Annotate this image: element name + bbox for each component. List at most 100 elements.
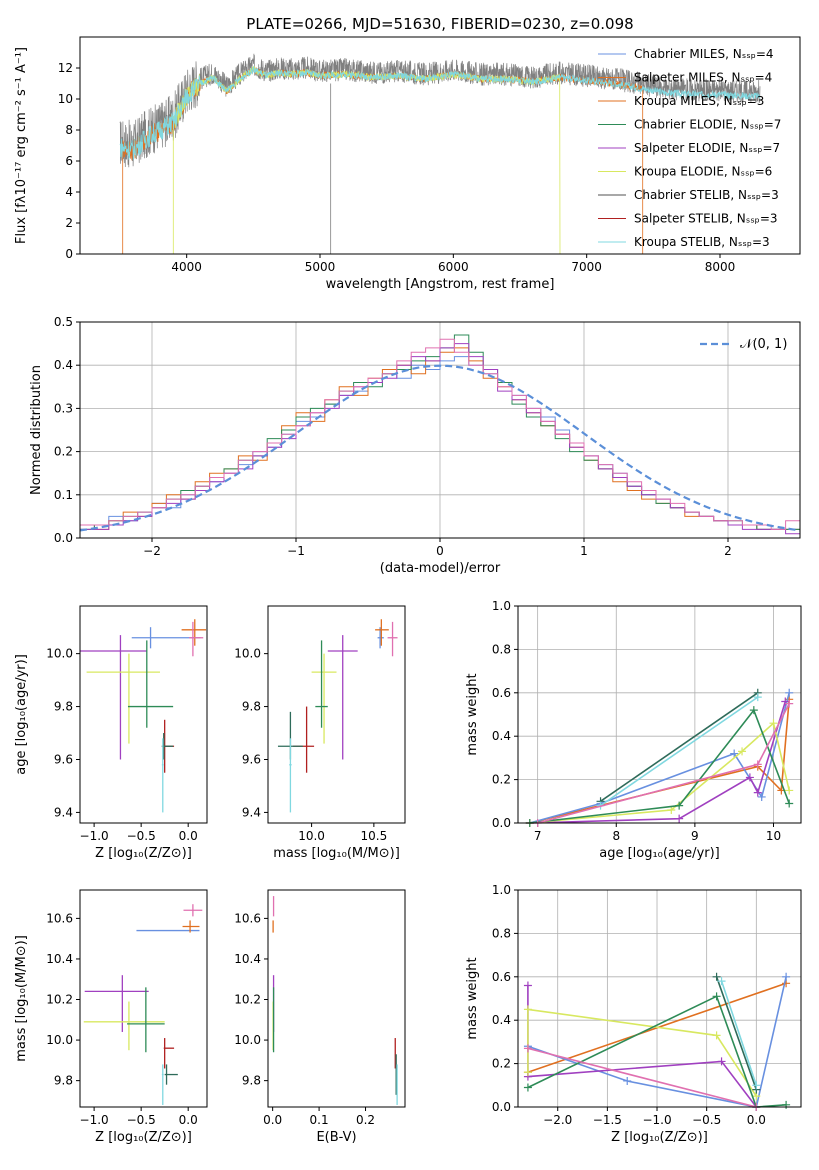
- weight-marker: [730, 749, 739, 758]
- legend-label: Kroupa STELIB, Nₛₛₚ=3: [634, 235, 770, 249]
- y-tick-label: 4: [65, 185, 73, 199]
- panel-age-vs-mass: 10.0 10.5 9.4 9.6 9.8 10.0 mass [log₁₀(M/M⊙)]: [234, 605, 406, 861]
- y-tick-label: 9.6: [54, 752, 73, 766]
- y-tick-label: 10.6: [46, 911, 73, 925]
- y-tick-label: 9.4: [54, 805, 73, 819]
- weight-line: [527, 1047, 757, 1108]
- x-axis-label: wavelength [Angstrom, rest frame]: [326, 277, 555, 292]
- weight-marker: [523, 1083, 532, 1092]
- x-tick-label: 7: [534, 829, 542, 843]
- y-tick-label: 0.4: [54, 358, 73, 372]
- x-axis-label: Z [log₁₀(Z/Z⊙)]: [611, 1130, 708, 1145]
- weight-marker: [523, 981, 532, 990]
- y-tick-label: 8: [65, 123, 73, 137]
- y-tick-label: 1.0: [492, 883, 511, 897]
- y-tick-label: 10.6: [234, 911, 261, 925]
- y-tick-label: 0.0: [492, 816, 511, 830]
- y-tick-label: 10.0: [46, 647, 73, 661]
- y-tick-label: 9.8: [242, 1074, 261, 1088]
- y-tick-label: 0.4: [492, 729, 511, 743]
- axes-frame: [267, 889, 406, 1108]
- legend-label: Kroupa ELODIE, Nₛₛₚ=6: [634, 165, 772, 179]
- series-miles: [122, 66, 644, 254]
- weight-marker: [675, 801, 684, 810]
- y-axis-label: Normed distribution: [29, 365, 44, 495]
- figure-title: PLATE=0266, MJD=51630, FIBERID=0230, z=0…: [246, 15, 633, 33]
- x-tick-label: 6000: [438, 260, 469, 274]
- y-axis-label: Flux [fλ10⁻¹⁷ erg cm⁻² s⁻¹ A⁻¹]: [14, 47, 29, 244]
- axes-frame: [79, 321, 801, 539]
- legend-label: 𝒩(0, 1): [740, 337, 787, 352]
- y-tick-label: 0.8: [492, 642, 511, 656]
- x-tick-label: 10.5: [361, 829, 388, 843]
- weight-line: [715, 976, 758, 1090]
- x-tick-label: 0.0: [747, 1113, 766, 1127]
- weight-marker: [753, 693, 762, 702]
- x-tick-label: 10: [766, 829, 781, 843]
- y-tick-label: 0.2: [492, 773, 511, 787]
- y-axis-label: mass weight: [465, 673, 480, 755]
- legend-label: Salpeter MILES, Nₛₛₚ=4: [634, 71, 772, 85]
- y-tick-label: 0.6: [492, 686, 511, 700]
- x-tick-label: 0: [436, 544, 444, 558]
- y-tick-label: 10.2: [234, 993, 261, 1007]
- weight-marker: [738, 747, 747, 756]
- x-tick-label: −1.0: [642, 1113, 671, 1127]
- weight-marker: [717, 1057, 726, 1066]
- weight-marker: [753, 788, 762, 797]
- weight-marker: [753, 760, 762, 769]
- axes-frame: [79, 605, 208, 824]
- y-tick-label: 0.8: [492, 926, 511, 940]
- legend-label: Salpeter ELODIE, Nₛₛₚ=7: [634, 141, 780, 155]
- x-tick-label: 0.2: [356, 1113, 375, 1127]
- weight-marker: [523, 1044, 532, 1053]
- y-tick-label: 2: [65, 216, 73, 230]
- weight-marker: [712, 1031, 721, 1040]
- axes-frame: [79, 889, 208, 1108]
- panel-age-vs-Z: −1.0 −0.5 0.0 9.4 9.6 9.8 10.0 Z [log₁₀(Z/Z⊙)] a…: [14, 605, 208, 861]
- histograms: [80, 334, 800, 538]
- x-tick-label: 7000: [571, 260, 602, 274]
- weight-marker: [712, 972, 721, 981]
- weight-marker: [785, 799, 794, 808]
- legend-label: Chabrier ELODIE, Nₛₛₚ=7: [634, 118, 781, 132]
- weight-line: [527, 995, 787, 1108]
- panel-massweight-vs-Z: −2.0 −1.5 −1.0 −0.5 0.0 0.0 0.2 0.4 0.6 0.8 1.0 Z […: [465, 883, 802, 1145]
- panel-mass-vs-Z: −1.0 −0.5 0.0 9.8 10.0 10.2 10.4 10.6 Z [log₁₀(Z…: [14, 889, 208, 1145]
- weight-line: [529, 692, 790, 824]
- normal-curve: [80, 364, 800, 532]
- x-tick-label: 2: [724, 544, 732, 558]
- axes-frame: [517, 889, 802, 1108]
- weight-marker: [782, 972, 791, 981]
- weight-marker: [749, 706, 758, 715]
- x-tick-label: 1: [580, 544, 588, 558]
- y-tick-label: 6: [65, 154, 73, 168]
- x-tick-label: −0.5: [692, 1113, 721, 1127]
- weight-marker: [745, 773, 754, 782]
- y-tick-label: 9.6: [242, 752, 261, 766]
- weight-marker: [785, 786, 794, 795]
- legend-label: Salpeter STELIB, Nₛₛₚ=3: [634, 212, 778, 226]
- weight-marker: [785, 699, 794, 708]
- y-tick-label: 0.2: [492, 1057, 511, 1071]
- y-tick-label: 10.0: [46, 1033, 73, 1047]
- axes-frame: [267, 605, 406, 824]
- spectrum-lines: [119, 53, 761, 254]
- weight-line: [529, 708, 790, 824]
- y-tick-label: 10: [58, 92, 73, 106]
- weight-marker: [523, 1005, 532, 1014]
- weight-marker: [785, 688, 794, 697]
- weight-line: [720, 980, 758, 1086]
- y-axis-label: mass [log₁₀(M/M⊙)]: [14, 935, 29, 1062]
- x-tick-label: −2: [143, 544, 161, 558]
- panel-mass-vs-ebv: 0.0 0.1 0.2 9.8 10.0 10.2 10.4 10.6 E(B-V): [234, 889, 406, 1145]
- y-tick-label: 0.1: [54, 488, 73, 502]
- weight-marker: [769, 719, 778, 728]
- y-tick-label: 12: [58, 61, 73, 75]
- y-tick-label: 1.0: [492, 599, 511, 613]
- x-tick-label: −1.0: [80, 1113, 109, 1127]
- axes-frame: [517, 605, 802, 824]
- weight-line: [600, 696, 759, 807]
- weight-marker: [675, 814, 684, 823]
- y-tick-label: 10.2: [46, 993, 73, 1007]
